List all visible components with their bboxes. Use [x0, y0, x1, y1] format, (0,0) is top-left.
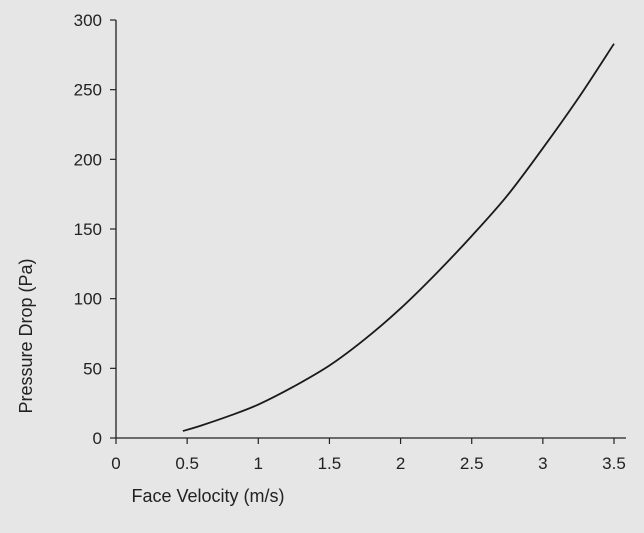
series-layer: [182, 43, 615, 432]
y-tick-label: 50: [83, 359, 102, 378]
x-tick-label: 0.5: [175, 454, 199, 473]
x-tick-label: 3: [538, 454, 547, 473]
x-tick-label: 3.5: [602, 454, 626, 473]
x-axis-label: Face Velocity (m/s): [131, 486, 284, 506]
x-tick-label: 0: [111, 454, 120, 473]
series-line-0: [182, 43, 615, 432]
y-tick-label: 300: [74, 11, 102, 30]
x-ticks: 0 0.5 1 1.5 2 2.5 3 3.5: [111, 438, 626, 473]
y-axis-label: Pressure Drop (Pa): [16, 258, 36, 413]
y-tick-label: 150: [74, 220, 102, 239]
y-ticks: 0 50 100 150 200 250 300: [74, 11, 116, 448]
y-tick-label: 250: [74, 81, 102, 100]
y-tick-label: 200: [74, 150, 102, 169]
x-tick-label: 2.5: [460, 454, 484, 473]
x-tick-label: 2: [396, 454, 405, 473]
x-tick-label: 1.5: [318, 454, 342, 473]
y-tick-label: 0: [93, 429, 102, 448]
axes: [115, 20, 626, 439]
y-tick-label: 100: [74, 290, 102, 309]
x-tick-label: 1: [254, 454, 263, 473]
